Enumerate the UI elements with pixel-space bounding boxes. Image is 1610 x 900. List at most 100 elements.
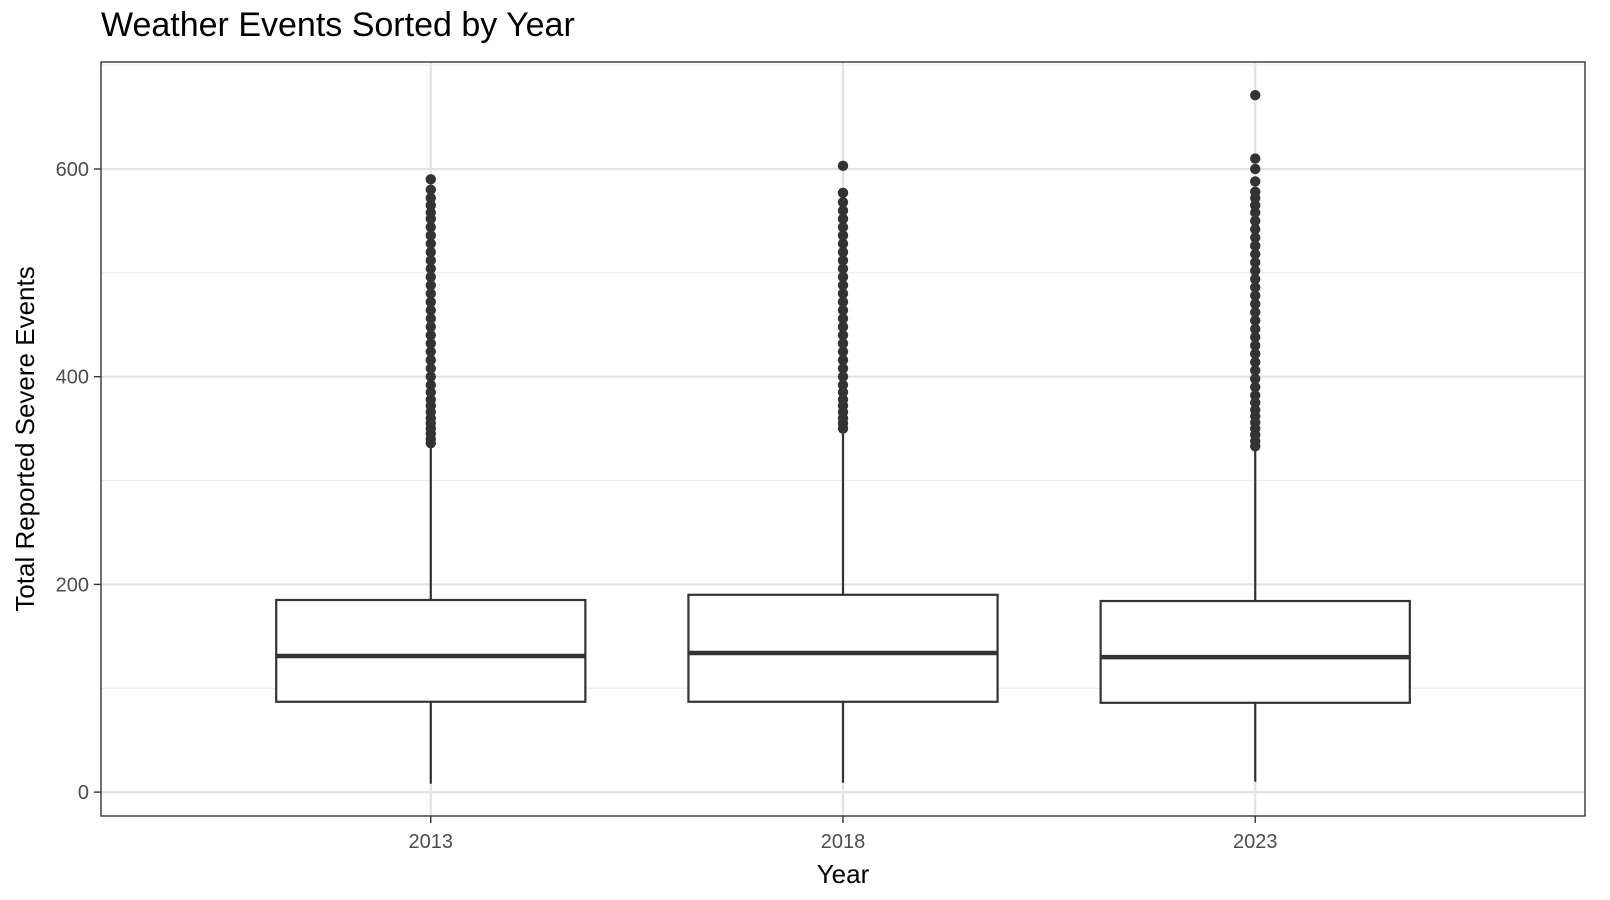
outlier-point: [1250, 248, 1261, 260]
outlier-point: [837, 280, 849, 291]
x-tick-label: 2018: [821, 831, 866, 853]
outlier-point: [425, 238, 436, 249]
y-axis-title: Total Reported Severe Events: [10, 266, 40, 611]
y-tick-label: 600: [56, 159, 89, 181]
outlier-point: [837, 379, 849, 391]
outlier-point: [837, 371, 849, 382]
outlier-point: [837, 213, 849, 225]
outlier-point: [425, 255, 436, 266]
outlier-point: [837, 296, 849, 308]
outlier-point: [837, 288, 849, 299]
outlier-point: [425, 363, 436, 374]
outlier-point: [837, 363, 849, 374]
outlier-point: [1250, 240, 1261, 252]
x-tick-label: 2023: [1233, 831, 1278, 853]
iqr-box: [1099, 599, 1411, 704]
outlier-point: [837, 346, 849, 357]
outlier-point: [837, 246, 849, 258]
outlier-point: [1250, 373, 1261, 384]
outlier-point: [425, 271, 436, 283]
outlier-point: [837, 187, 849, 199]
chart-title: Weather Events Sorted by Year: [101, 6, 575, 44]
outlier-point: [1250, 323, 1261, 335]
outlier-point: [837, 354, 849, 366]
outlier-point: [425, 230, 436, 241]
outlier-point: [1250, 404, 1261, 416]
outlier-point: [837, 338, 849, 349]
outlier-point: [837, 321, 849, 333]
outlier-point: [425, 305, 436, 316]
outlier-point: [837, 197, 849, 208]
outlier-point: [425, 371, 436, 382]
boxplot-2023: [1099, 90, 1411, 782]
outlier-point: [837, 394, 849, 405]
outlier-point: [837, 271, 849, 283]
outlier-point: [837, 230, 849, 241]
outlier-point: [1250, 348, 1261, 360]
outlier-point: [837, 221, 849, 233]
outlier-point: [425, 263, 436, 274]
outlier-point: [1250, 365, 1261, 376]
outlier-point: [425, 288, 436, 299]
x-axis-title: Year: [817, 859, 870, 889]
outlier-point: [1250, 186, 1261, 198]
boxplot-2018: [687, 160, 999, 783]
outlier-point: [425, 184, 436, 195]
outlier-point: [1250, 282, 1261, 293]
outlier-point: [1250, 290, 1261, 301]
y-tick-label: 400: [56, 367, 89, 389]
outlier-point: [425, 387, 436, 398]
outlier-point: [1250, 153, 1261, 164]
outlier-point: [1250, 207, 1261, 218]
outlier-point: [1250, 176, 1261, 187]
outlier-point: [1250, 224, 1261, 235]
outlier-point: [1250, 390, 1261, 401]
outlier-point: [425, 207, 436, 218]
outlier-point: [425, 354, 436, 366]
outlier-point: [1250, 273, 1261, 285]
outlier-point: [1250, 340, 1261, 351]
outlier-point: [837, 263, 849, 274]
outlier-point: [425, 329, 436, 341]
y-tick-label: 0: [78, 782, 89, 804]
outlier-point: [1250, 307, 1261, 318]
iqr-box: [687, 593, 999, 703]
outlier-point: [425, 246, 436, 258]
boxplot-2013: [275, 174, 587, 784]
outlier-point: [837, 313, 849, 324]
outlier-point: [1250, 356, 1261, 368]
x-tick-label: 2013: [409, 831, 454, 853]
outlier-point: [425, 296, 436, 308]
outlier-point: [1250, 215, 1261, 227]
y-tick-label: 200: [56, 574, 89, 596]
outlier-point: [425, 394, 436, 405]
outlier-point: [425, 174, 436, 185]
outlier-point: [425, 200, 436, 211]
outlier-point: [1250, 163, 1261, 175]
outlier-point: [1250, 232, 1261, 243]
outlier-point: [837, 160, 849, 172]
outlier-point: [425, 221, 436, 233]
outlier-point: [837, 329, 849, 341]
outlier-point: [837, 238, 849, 249]
outlier-point: [425, 346, 436, 357]
outlier-point: [1250, 257, 1261, 268]
outlier-point: [425, 379, 436, 391]
outlier-point: [1250, 397, 1261, 408]
outlier-point: [837, 255, 849, 266]
outlier-point: [1250, 381, 1261, 393]
axis-layer: 0 200 400 600 2013 2018 2023: [56, 159, 1278, 853]
outlier-point: [837, 205, 849, 216]
outlier-point: [837, 387, 849, 398]
outlier-point: [425, 313, 436, 324]
outlier-point: [1250, 90, 1261, 101]
outlier-point: [1250, 332, 1261, 343]
outlier-point: [1250, 265, 1261, 276]
outlier-point: [425, 280, 436, 291]
outlier-point: [1250, 315, 1261, 326]
outlier-point: [1250, 298, 1261, 310]
iqr-box: [275, 598, 587, 703]
outlier-point: [425, 192, 436, 204]
outlier-point: [425, 321, 436, 333]
